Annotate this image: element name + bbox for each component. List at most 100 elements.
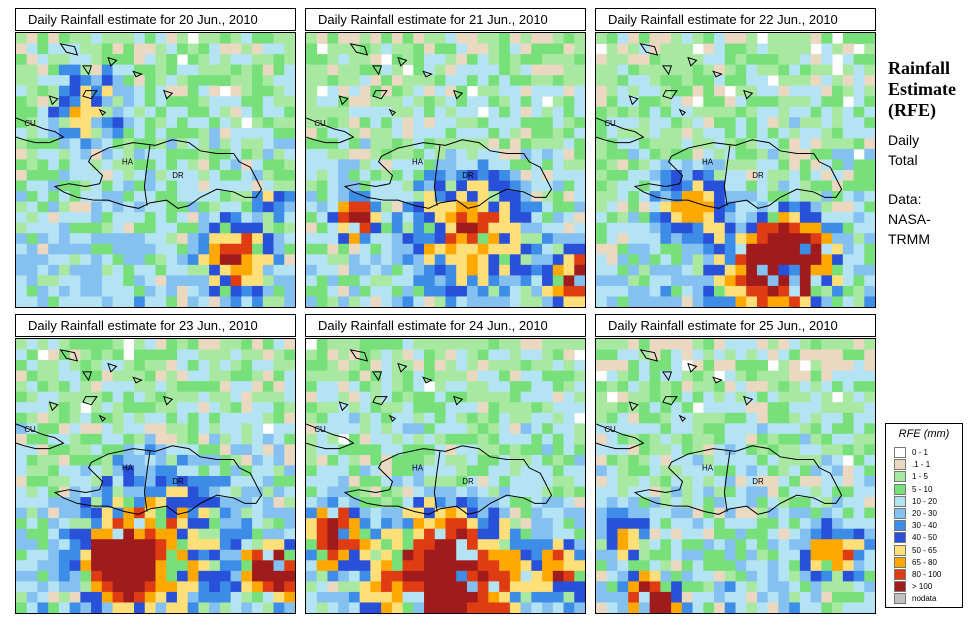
rainfall-cell [144,148,156,160]
rainfall-cell [778,296,790,307]
rainfall-cell [821,486,833,498]
rainfall-cell [209,339,221,350]
rainfall-cell [767,170,779,181]
rainfall-cell [778,54,790,66]
rainfall-cell [134,96,146,108]
rainfall-cell [219,423,232,435]
rainfall-cell [370,349,382,361]
rainfall-cell [853,391,865,403]
rainfall-cell [542,497,554,509]
rainfall-cell [252,127,264,139]
rainfall-cell [574,476,585,487]
rainfall-cell [671,222,683,234]
rainfall-cell [176,570,189,582]
rainfall-cell [606,212,618,224]
rainfall-cell [370,476,382,487]
rainfall-cell [166,360,178,372]
island-outline [678,108,687,117]
rainfall-cell [671,191,683,203]
rainfall-cell [424,339,436,350]
rainfall-cell [456,391,468,403]
rainfall-cell [101,454,113,466]
rainfall-cell [864,539,875,551]
rainfall-cell [209,528,221,540]
rainfall-cell [466,444,479,456]
rainfall-cell [746,180,758,192]
rainfall-cell [434,85,446,97]
rainfall-cell [799,560,812,572]
island-outline [388,414,397,423]
rainfall-cell [262,486,274,498]
rainfall-cell [671,539,683,551]
rainfall-cell [606,602,618,613]
rainfall-cell [681,159,693,171]
rainfall-cell [499,602,511,613]
rainfall-cell [552,412,564,424]
rainfall-cell [306,360,318,372]
rainfall-cell [402,33,414,44]
rainfall-cell [596,381,608,393]
rainfall-cell [370,222,382,234]
legend-swatch [894,532,906,544]
rainfall-cell [391,85,403,97]
rainfall-cell [606,444,618,456]
island-outline [98,414,107,423]
legend-label: > 100 [912,582,933,592]
rainfall-cell [252,391,264,403]
rainfall-cell [144,43,156,55]
rainfall-cell [445,591,457,603]
rainfall-cell [370,296,382,307]
rainfall-cell [338,127,350,139]
rainfall-cell [359,75,371,87]
rainfall-cell [488,296,500,307]
rainfall-cell [273,138,285,150]
rainfall-cell [767,33,779,44]
rainfall-cell [628,602,640,613]
rainfall-cell [864,370,875,382]
rainfall-cell [80,222,92,234]
legend-swatch [894,483,906,495]
rainfall-cell [445,243,457,255]
rainfall-cell [714,33,726,44]
rainfall-cell [681,54,693,66]
rainfall-cell [810,602,822,613]
rainfall-cell [80,528,92,540]
rainfall-cell [596,54,608,66]
rainfall-cell [724,212,736,224]
island-outline [132,70,143,78]
rainfall-cell [821,412,833,424]
rainfall-cell [48,507,60,519]
rainfall-cell [381,549,393,561]
rainfall-cell [520,349,532,361]
rainfall-cell [198,349,210,361]
rainfall-cell [134,33,146,44]
rainfall-cell [37,412,49,424]
rainfall-cell [187,370,199,382]
rainfall-cell [552,602,564,613]
rainfall-cell [219,96,232,108]
rainfall-cell [338,85,350,97]
rainfall-cell [69,85,81,97]
rainfall-cell [316,602,328,613]
rainfall-cell [187,570,199,582]
rainfall-cell [488,360,500,372]
rainfall-cell [628,233,640,245]
rainfall-cell [327,159,339,171]
rainfall-cell [821,85,833,97]
rainfall-cell [144,33,156,44]
rainfall-cell [681,381,693,393]
rainfall-cell [58,518,71,530]
rainfall-cell [155,391,167,403]
rainfall-cell [552,106,564,118]
rainfall-cell [434,212,446,224]
rainfall-cell [756,148,769,160]
rainfall-cell [778,339,790,350]
rainfall-cell [628,254,640,266]
rainfall-cell [219,528,232,540]
rainfall-cell [134,339,146,350]
rainfall-cell [714,381,726,393]
rainfall-cell [134,233,146,245]
rainfall-cell [660,591,672,603]
rainfall-cell [574,391,585,403]
rainfall-cell [681,212,693,224]
